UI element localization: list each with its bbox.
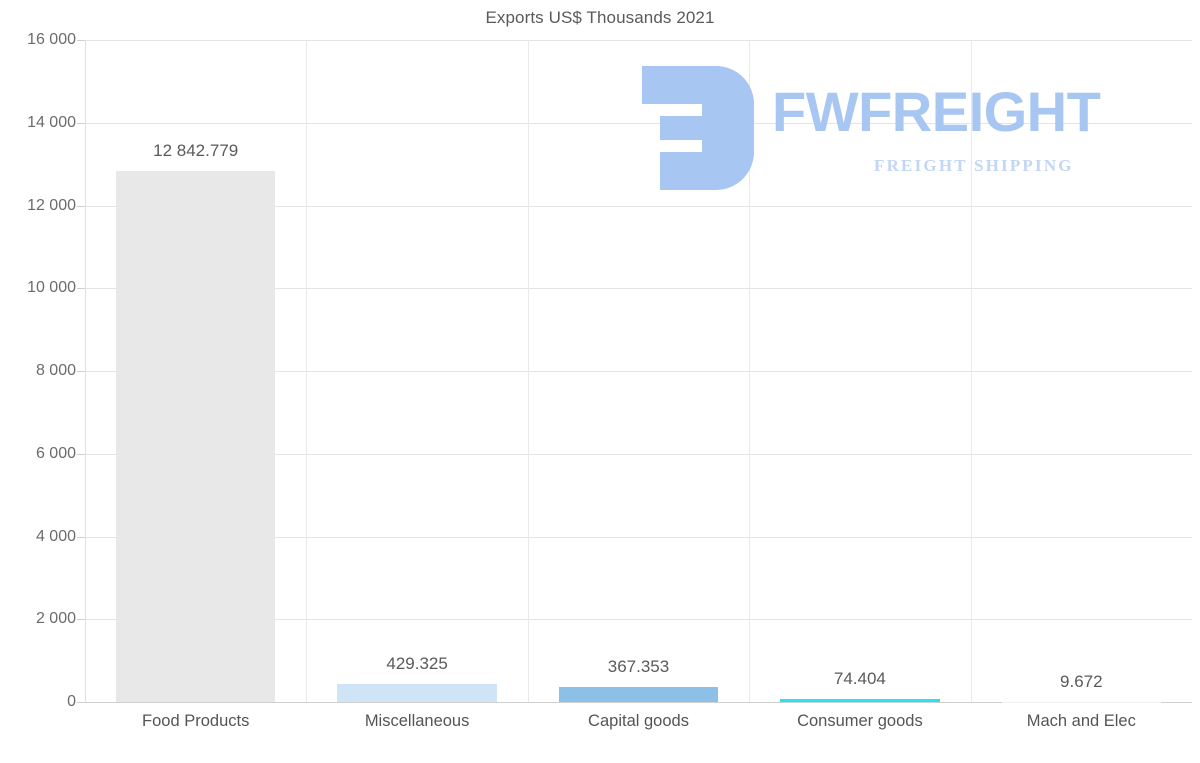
y-axis-tick-mark <box>77 288 85 290</box>
bar-2[interactable] <box>337 684 497 702</box>
bar-value-label: 9.672 <box>1060 671 1103 691</box>
gridline-x <box>527 40 529 702</box>
gridline-y <box>85 40 1192 41</box>
y-axis-tick-mark <box>77 619 85 621</box>
x-axis-tick-label: Food Products <box>142 712 250 730</box>
x-axis-tick-label: Capital goods <box>588 712 689 730</box>
bar-4[interactable] <box>780 698 940 702</box>
y-axis-tick-label: 16 000 <box>27 31 76 48</box>
y-axis-tick-label: 12 000 <box>27 196 76 214</box>
y-axis-tick-mark <box>77 122 85 124</box>
y-axis-tick-label: 4 000 <box>35 527 76 545</box>
bar-value-label: 74.404 <box>833 668 886 688</box>
x-axis-tick-label: Consumer goods <box>797 712 923 730</box>
gridline-x <box>306 40 308 702</box>
gridline-y <box>85 453 1192 455</box>
y-axis-tick-label: 6 000 <box>35 444 76 462</box>
y-axis-tick-label: 10 000 <box>27 279 76 297</box>
x-axis-tick-label: Mach and Elec <box>1026 712 1136 730</box>
y-axis-tick-mark <box>77 205 85 207</box>
gridline-y <box>85 619 1192 621</box>
y-axis-tick-label: 0 <box>67 693 76 710</box>
bar-value-label: 12 842.779 <box>153 140 239 160</box>
bar-3[interactable] <box>558 686 719 702</box>
y-axis-tick-mark <box>77 453 85 455</box>
gridline-y <box>85 205 1192 207</box>
y-axis-tick-label: 2 000 <box>35 610 76 628</box>
y-axis-tick-mark <box>77 371 85 372</box>
gridline-y <box>85 288 1192 290</box>
bar-1[interactable] <box>115 170 276 702</box>
plot-area: 12 842.779 429.325 367.353 74.404 9.672 <box>85 40 1192 703</box>
y-axis-tick-label: 8 000 <box>35 362 76 379</box>
y-axis-tick-mark <box>77 536 85 538</box>
gridline-x <box>749 40 751 702</box>
gridline-x <box>970 40 972 702</box>
y-axis-tick-mark <box>77 40 85 41</box>
y-axis-tick-label: 14 000 <box>27 113 76 131</box>
y-axis-tick-mark <box>77 702 85 703</box>
gridline-y <box>85 371 1192 372</box>
gridline-y <box>85 536 1192 538</box>
bar-value-label: 429.325 <box>386 654 448 674</box>
x-axis-tick-label: Miscellaneous <box>364 712 470 730</box>
chart-title: Exports US$ Thousands 2021 <box>485 8 715 27</box>
gridline-y <box>85 702 1192 703</box>
gridline-y <box>85 122 1192 124</box>
bar-value-label: 367.353 <box>607 656 670 676</box>
